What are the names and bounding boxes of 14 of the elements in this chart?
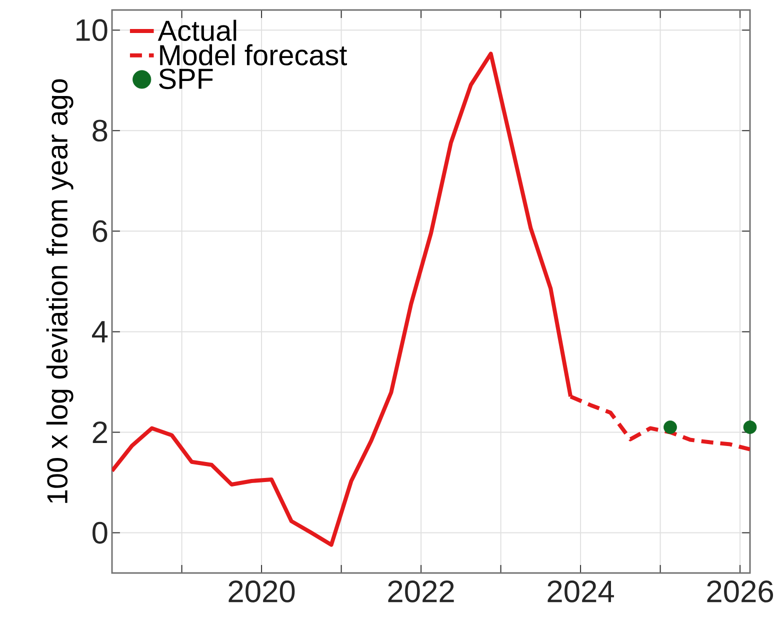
y-tick-label: 10 [76,19,108,42]
y-tick-label: 8 [92,120,108,142]
x-tick-label: 2020 [228,580,295,602]
x-tick-label: 2026 [707,580,774,602]
legend-label: Model forecast [160,44,347,66]
legend-label: Actual [158,20,236,42]
y-axis-title: 100 x log deviation from year ago [46,79,74,503]
x-tick-label: 2022 [388,580,454,602]
y-tick-label: 4 [92,321,108,342]
y-tick-label: 0 [92,522,108,544]
y-tick-label: 6 [92,220,108,242]
x-tick-label: 2024 [548,580,614,602]
y-tick-label: 2 [92,421,107,444]
legend-label: SPF [159,68,213,90]
